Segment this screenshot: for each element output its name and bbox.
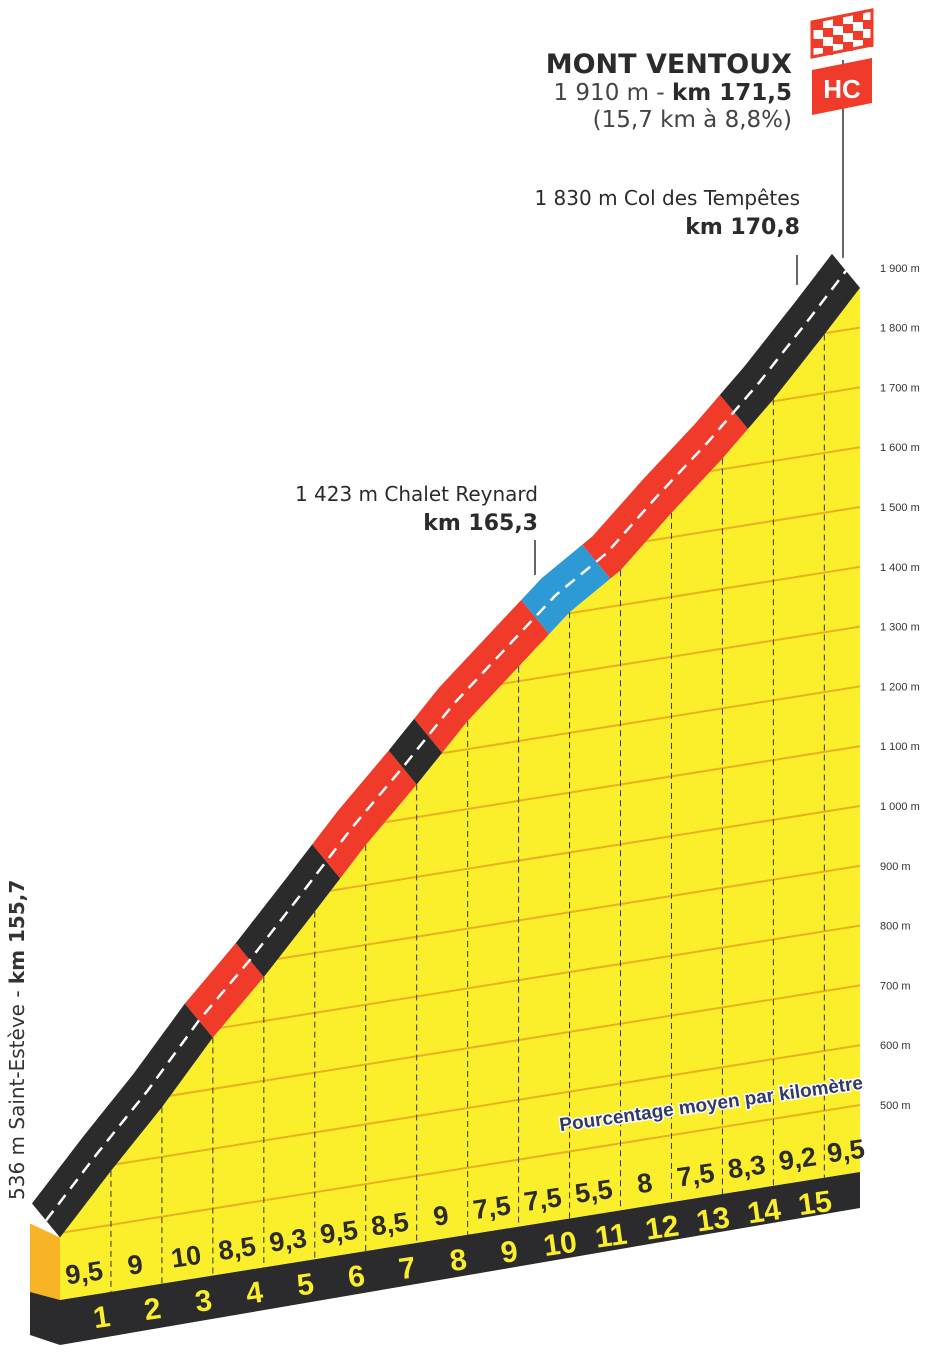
gradient-label: 9 bbox=[126, 1249, 145, 1281]
gradient-label: 7,5 bbox=[471, 1190, 512, 1225]
hc-badge bbox=[812, 58, 872, 115]
flag-check bbox=[823, 28, 833, 37]
km-marker: 13 bbox=[694, 1201, 732, 1238]
start-annotation: 536 m Saint-Estève - km 155,7 bbox=[5, 879, 29, 1200]
start-label: 536 m Saint-Estève bbox=[5, 1004, 29, 1200]
summit-altitude: 1 910 m bbox=[553, 80, 650, 106]
flag-check bbox=[863, 38, 873, 47]
gradient-label: 9 bbox=[431, 1200, 450, 1232]
road-segment bbox=[312, 750, 417, 879]
waypoint-altitude: 1 830 m bbox=[534, 186, 618, 210]
gradient-label: 5,5 bbox=[573, 1174, 614, 1209]
y-axis-tick: 1 600 m bbox=[880, 442, 920, 454]
flag-check bbox=[813, 21, 823, 30]
km-marker: 4 bbox=[244, 1276, 265, 1311]
km-marker: 11 bbox=[593, 1218, 629, 1255]
gridline bbox=[60, 1104, 860, 1244]
road-centerline bbox=[45, 270, 847, 1222]
waypoint-km: km 165,3 bbox=[423, 511, 538, 536]
waypoint-name: Col des Tempêtes bbox=[623, 186, 800, 210]
waypoint-chalet-reynard: 1 423 m Chalet Reynard km 165,3 bbox=[140, 479, 538, 539]
km-marker: 10 bbox=[541, 1226, 579, 1263]
km-marker: 15 bbox=[796, 1185, 834, 1222]
km-marker: 6 bbox=[346, 1259, 367, 1294]
summit-km: km 171,5 bbox=[671, 80, 792, 106]
y-axis-tick: 1 100 m bbox=[880, 741, 920, 753]
y-axis-tick: 500 m bbox=[880, 1100, 911, 1112]
km-marker: 3 bbox=[193, 1284, 214, 1319]
gradient-label: 9,2 bbox=[777, 1141, 818, 1176]
km-marker: 9 bbox=[499, 1235, 520, 1270]
km-marker: 1 bbox=[91, 1300, 112, 1335]
flag-check bbox=[853, 13, 863, 22]
y-axis-tick: 800 m bbox=[880, 921, 911, 933]
y-axis-tick: 1 000 m bbox=[880, 801, 920, 813]
hc-label: HC bbox=[823, 74, 861, 104]
gradient-label: 8,3 bbox=[726, 1150, 767, 1185]
waypoint-col-des-tempetes: 1 830 m Col des Tempêtes km 170,8 bbox=[400, 183, 800, 243]
gradient-label: 9,5 bbox=[825, 1134, 866, 1169]
y-axis-tick: 700 m bbox=[880, 980, 911, 992]
y-axis-tick: 1 700 m bbox=[880, 382, 920, 394]
y-axis-tick: 1 300 m bbox=[880, 622, 920, 634]
band-side bbox=[30, 1292, 60, 1345]
gradient-label: 9,5 bbox=[318, 1215, 359, 1250]
km-marker: 14 bbox=[745, 1193, 783, 1230]
flag-check bbox=[833, 35, 843, 44]
flag-check bbox=[813, 39, 823, 48]
summit-title: MONT VENTOUX bbox=[545, 49, 792, 80]
gradient-label: 9,3 bbox=[267, 1223, 308, 1258]
gradient-label: 8,5 bbox=[369, 1207, 410, 1242]
gradient-label: 7,5 bbox=[522, 1182, 563, 1217]
y-axis-tick: 1 500 m bbox=[880, 502, 920, 514]
road-segment bbox=[388, 718, 443, 785]
start-km: km 155,7 bbox=[5, 879, 29, 985]
summit-annotation: MONT VENTOUX 1 910 m - km 171,5 (15,7 km… bbox=[430, 50, 792, 134]
km-band bbox=[60, 1172, 860, 1345]
y-axis-tick: 1 200 m bbox=[880, 681, 920, 693]
km-marker: 12 bbox=[643, 1209, 681, 1246]
gradient-label: 9,5 bbox=[64, 1256, 105, 1291]
waypoint-km: km 170,8 bbox=[685, 215, 800, 240]
km-marker: 5 bbox=[295, 1268, 316, 1303]
flag-check bbox=[823, 46, 833, 55]
flag-check bbox=[833, 17, 843, 26]
km-marker: 2 bbox=[142, 1292, 163, 1327]
y-axis-tick: 1 800 m bbox=[880, 323, 920, 335]
climb-summary: (15,7 km à 8,8%) bbox=[592, 107, 792, 133]
y-axis-tick: 900 m bbox=[880, 861, 911, 873]
profile-face bbox=[60, 287, 860, 1300]
gradient-label: 7,5 bbox=[675, 1158, 716, 1193]
flag-check bbox=[863, 20, 873, 29]
waypoint-name: Chalet Reynard bbox=[384, 482, 538, 506]
gradient-label: 8,5 bbox=[216, 1231, 257, 1266]
km-marker: 8 bbox=[448, 1243, 469, 1278]
checkered-flag-icon bbox=[810, 8, 874, 59]
waypoint-altitude: 1 423 m bbox=[294, 482, 379, 506]
km-marker: 7 bbox=[397, 1251, 418, 1286]
gradient-label: 10 bbox=[169, 1240, 203, 1274]
flag-check bbox=[853, 31, 863, 40]
flag-check bbox=[843, 24, 853, 33]
gridline bbox=[60, 1044, 860, 1184]
y-axis-tick: 1 400 m bbox=[880, 562, 920, 574]
y-axis-tick: 1 900 m bbox=[880, 263, 920, 275]
y-axis-tick: 600 m bbox=[880, 1040, 911, 1052]
flag-check bbox=[843, 42, 853, 51]
gradient-label: 8 bbox=[635, 1167, 654, 1199]
